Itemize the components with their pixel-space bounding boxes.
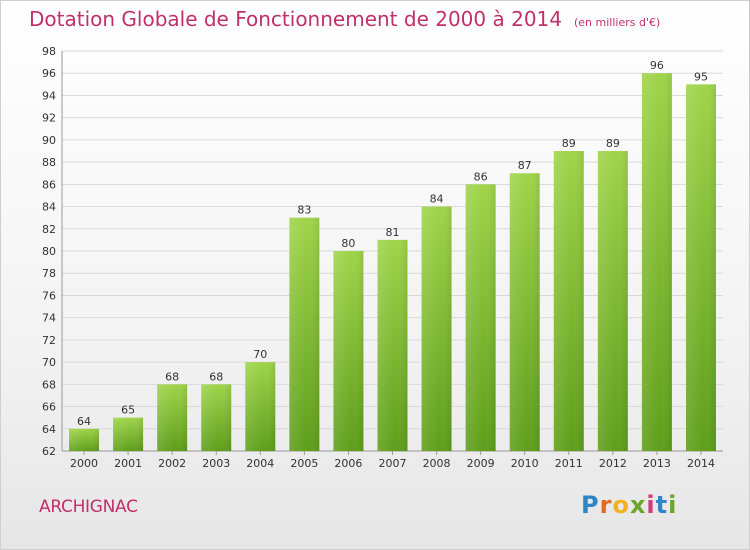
- x-tick-labels: 2000 2001 2002 2003 2004 2005 2006 2007 2008 2009…: [70, 451, 715, 470]
- y-tick-label: 66: [42, 401, 56, 414]
- bar-shade: [597, 151, 628, 451]
- y-tick-label: 96: [42, 67, 56, 80]
- value-label-2014: 95: [694, 70, 708, 83]
- commune-name: ARCHIGNAC: [39, 497, 138, 517]
- logo-letter: i: [646, 491, 656, 519]
- y-tick-labels: 62 64 66 68 70 72 74 76 78 80 82 84 86 88 90 92 94 96 98: [42, 45, 56, 458]
- x-tick-label-2005: 2005: [290, 457, 318, 470]
- value-label-2000: 64: [77, 415, 91, 428]
- y-tick-label: 62: [42, 445, 56, 458]
- value-label-2009: 86: [474, 170, 488, 183]
- logo-letter: r: [599, 491, 613, 519]
- x-tick-label-2012: 2012: [599, 457, 627, 470]
- y-tick-label: 94: [42, 89, 56, 102]
- y-tick-label: 92: [42, 112, 56, 125]
- x-tick-label-2007: 2007: [379, 457, 407, 470]
- y-tick-label: 76: [42, 289, 56, 302]
- x-tick-label-2003: 2003: [202, 457, 230, 470]
- bars: [69, 73, 716, 452]
- x-tick-label-2014: 2014: [687, 457, 715, 470]
- value-label-2004: 70: [253, 348, 267, 361]
- bar-shade: [465, 184, 496, 452]
- y-tick-label: 82: [42, 223, 56, 236]
- bar-shade: [289, 217, 320, 451]
- y-tick-label: 88: [42, 156, 56, 169]
- y-tick-label: 68: [42, 378, 56, 391]
- bar-shade: [245, 362, 276, 451]
- x-tick-label-2001: 2001: [114, 457, 142, 470]
- x-tick-label-2008: 2008: [423, 457, 451, 470]
- y-tick-label: 84: [42, 201, 56, 214]
- proxiti-logo: Proxiti: [581, 491, 677, 519]
- y-tick-label: 80: [42, 245, 56, 258]
- bar-shade: [333, 251, 364, 451]
- value-label-2006: 80: [341, 237, 355, 250]
- value-label-2002: 68: [165, 370, 179, 383]
- y-tick-label: 86: [42, 178, 56, 191]
- bar-shade: [157, 384, 188, 451]
- y-tick-label: 98: [42, 45, 56, 58]
- y-tick-label: 90: [42, 134, 56, 147]
- bar-shade: [421, 206, 452, 451]
- x-tick-label-2000: 2000: [70, 457, 98, 470]
- x-tick-label-2002: 2002: [158, 457, 186, 470]
- y-tick-label: 74: [42, 312, 56, 325]
- value-label-2013: 96: [650, 59, 664, 72]
- logo-letter: o: [612, 491, 630, 519]
- bar-shade: [509, 173, 540, 451]
- y-tick-label: 72: [42, 334, 56, 347]
- value-label-2001: 65: [121, 404, 135, 417]
- chart-unit: (en milliers d'€): [574, 16, 661, 29]
- value-label-2005: 83: [297, 204, 311, 217]
- x-tick-label-2004: 2004: [246, 457, 274, 470]
- value-label-2012: 89: [606, 137, 620, 150]
- x-tick-label-2010: 2010: [511, 457, 539, 470]
- logo-letter: P: [581, 491, 600, 519]
- chart-title-text: Dotation Globale de Fonctionnement de 20…: [29, 7, 562, 31]
- chart-title: Dotation Globale de Fonctionnement de 20…: [29, 7, 660, 31]
- bar-shade: [69, 428, 100, 451]
- x-tick-label-2006: 2006: [334, 457, 362, 470]
- x-tick-label-2013: 2013: [643, 457, 671, 470]
- value-label-2008: 84: [430, 193, 444, 206]
- bar-shade: [641, 73, 672, 451]
- bar-shade: [113, 417, 144, 451]
- logo-letter: x: [629, 491, 647, 519]
- logo-letter: t: [655, 491, 669, 519]
- logo-letter: i: [668, 491, 678, 519]
- value-labels: 64 65 68 68 70 83 80 81 84 86 87 89 89 96 95: [77, 59, 708, 428]
- y-tick-label: 70: [42, 356, 56, 369]
- value-label-2007: 81: [386, 226, 400, 239]
- y-tick-label: 64: [42, 423, 56, 436]
- bar-shade: [685, 84, 716, 451]
- bar-shade: [201, 384, 232, 451]
- value-label-2010: 87: [518, 159, 532, 172]
- bar-shade: [377, 239, 408, 451]
- value-label-2011: 89: [562, 137, 576, 150]
- x-tick-label-2011: 2011: [555, 457, 583, 470]
- x-tick-label-2009: 2009: [467, 457, 495, 470]
- y-tick-label: 78: [42, 267, 56, 280]
- bar-shade: [553, 151, 584, 451]
- value-label-2003: 68: [209, 370, 223, 383]
